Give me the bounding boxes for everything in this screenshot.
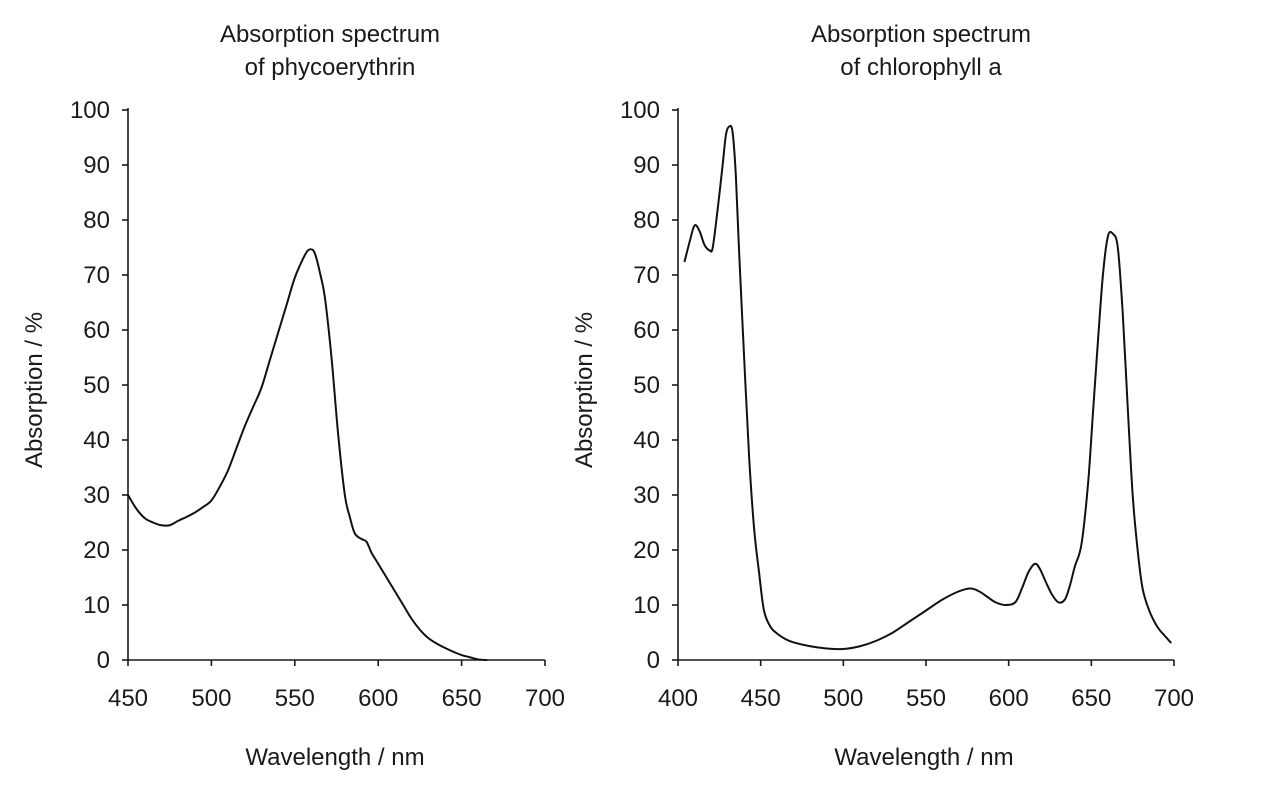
chlorophyll-y-tick-label: 40 — [633, 427, 660, 454]
phycoerythrin-y-tick-label: 70 — [83, 262, 110, 289]
phycoerythrin-y-tick-label: 30 — [83, 482, 110, 509]
chlorophyll-x-tick-label: 400 — [658, 685, 698, 712]
chlorophyll-y-tick-label: 100 — [620, 97, 660, 124]
phycoerythrin-y-tick-label: 100 — [70, 97, 110, 124]
chlorophyll-x-tick-label: 700 — [1154, 685, 1194, 712]
chlorophyll-x-tick-label: 600 — [989, 685, 1029, 712]
phycoerythrin-y-tick-label: 10 — [83, 592, 110, 619]
chlorophyll-x-tick-label: 650 — [1071, 685, 1111, 712]
chlorophyll-title-line-2: of chlorophyll a — [840, 54, 1002, 81]
phycoerythrin-y-tick-label: 0 — [97, 647, 110, 674]
chlorophyll-title-line-1: Absorption spectrum — [811, 21, 1031, 48]
chlorophyll-y-tick-label: 80 — [633, 207, 660, 234]
phycoerythrin-x-axis-label: Wavelength / nm — [245, 744, 424, 771]
phycoerythrin-x-tick-label: 550 — [275, 685, 315, 712]
phycoerythrin-title-line-2: of phycoerythrin — [245, 54, 416, 81]
chlorophyll-y-tick-label: 60 — [633, 317, 660, 344]
chlorophyll-x-axis-label: Wavelength / nm — [834, 744, 1013, 771]
phycoerythrin-x-tick-label: 450 — [108, 685, 148, 712]
phycoerythrin-y-tick-label: 40 — [83, 427, 110, 454]
phycoerythrin-y-tick-label: 50 — [83, 372, 110, 399]
chlorophyll-x-ticks: 400 450 500 550 600 650 700 — [658, 660, 1194, 712]
chlorophyll-y-tick-label: 20 — [633, 537, 660, 564]
phycoerythrin-y-ticks: 0 10 20 30 40 50 60 70 80 90 100 — [70, 97, 128, 674]
chlorophyll-y-tick-label: 70 — [633, 262, 660, 289]
chlorophyll-x-tick-label: 450 — [741, 685, 781, 712]
chlorophyll-x-tick-label: 550 — [906, 685, 946, 712]
phycoerythrin-x-tick-label: 650 — [442, 685, 482, 712]
chlorophyll-a-chart: Absorption spectrum of chlorophyll a 0 10… — [571, 21, 1194, 771]
phycoerythrin-y-tick-label: 90 — [83, 152, 110, 179]
phycoerythrin-y-axis-label: Absorption / % — [21, 312, 48, 468]
phycoerythrin-y-tick-label: 20 — [83, 537, 110, 564]
phycoerythrin-x-tick-label: 600 — [358, 685, 398, 712]
phycoerythrin-y-tick-label: 80 — [83, 207, 110, 234]
phycoerythrin-absorption-line — [127, 248, 488, 661]
phycoerythrin-chart: Absorption spectrum of phycoerythrin 0 10… — [21, 21, 565, 771]
chlorophyll-x-tick-label: 500 — [823, 685, 863, 712]
chlorophyll-a-absorption-line — [683, 124, 1172, 651]
phycoerythrin-title-line-1: Absorption spectrum — [220, 21, 440, 48]
phycoerythrin-y-tick-label: 60 — [83, 317, 110, 344]
chlorophyll-y-tick-label: 30 — [633, 482, 660, 509]
chlorophyll-y-tick-label: 50 — [633, 372, 660, 399]
chlorophyll-y-tick-label: 10 — [633, 592, 660, 619]
chlorophyll-y-tick-label: 0 — [647, 647, 660, 674]
phycoerythrin-x-tick-label: 700 — [525, 685, 565, 712]
chlorophyll-y-ticks: 0 10 20 30 40 50 60 70 80 90 100 — [620, 97, 678, 674]
chlorophyll-y-axis-label: Absorption / % — [571, 312, 598, 468]
chlorophyll-y-tick-label: 90 — [633, 152, 660, 179]
phycoerythrin-x-tick-label: 500 — [191, 685, 231, 712]
phycoerythrin-x-ticks: 450 500 550 600 650 700 — [108, 660, 565, 712]
